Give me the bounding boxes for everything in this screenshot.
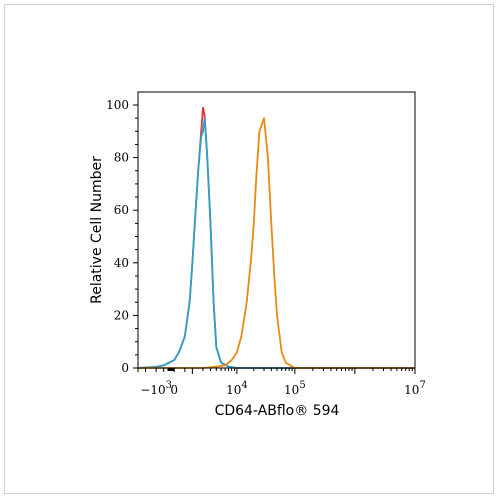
- y-tick-label: 80: [114, 151, 129, 165]
- x-tick-label: 104: [226, 380, 248, 397]
- histogram-series-1: [137, 106, 415, 369]
- series-layer: [137, 106, 415, 369]
- y-tick-label: 20: [114, 308, 129, 322]
- x-tick-label: 0: [170, 383, 178, 397]
- y-tick-label: 60: [114, 203, 129, 217]
- y-axis-title: Relative Cell Number: [89, 156, 105, 304]
- x-tick-label: 105: [284, 380, 306, 397]
- plot-area-border: [137, 91, 416, 369]
- y-tick-label: 100: [106, 98, 129, 112]
- y-tick-label: 40: [114, 256, 129, 270]
- y-tick-label: 0: [121, 361, 129, 375]
- figure-frame: 0 20 40 60 80 100 −103 0 104 105 107 Relative Cel…: [4, 4, 494, 494]
- histogram-series-2: [137, 117, 415, 369]
- x-tick-label: 107: [404, 380, 426, 397]
- x-tick-label: −103: [140, 380, 172, 397]
- y-axis: 0 20 40 60 80 100: [106, 98, 138, 375]
- histogram-series-3: [138, 117, 415, 369]
- x-axis-title: CD64-ABflo® 594: [215, 403, 340, 419]
